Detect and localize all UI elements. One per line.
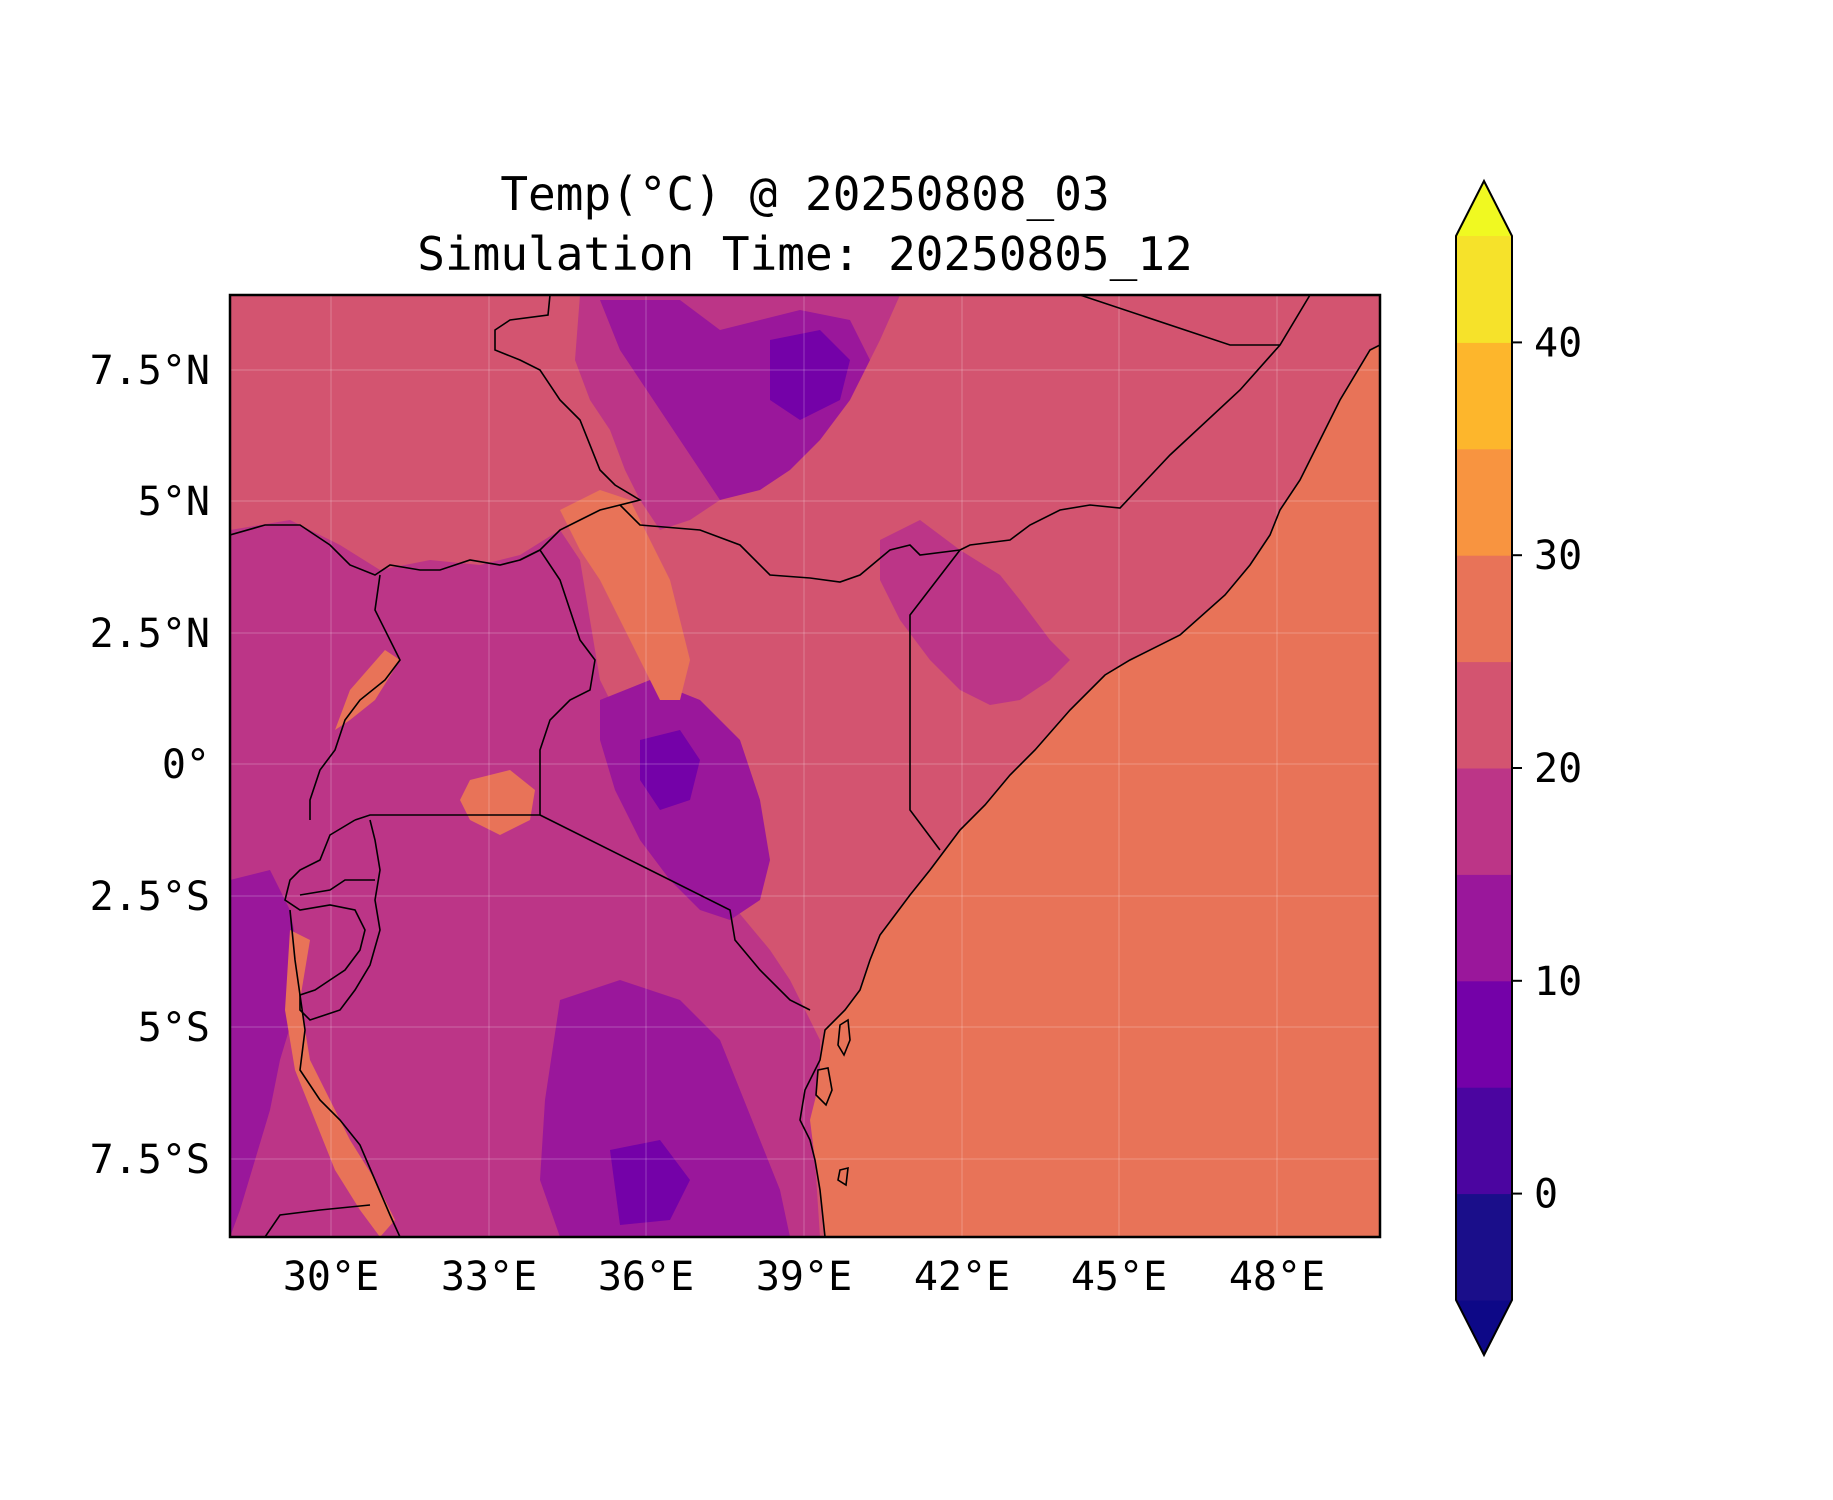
y-axis: 7.5°N 5°N 2.5°N 0° 2.5°S 5°S 7.5°S [90, 348, 210, 1183]
title-line-2: Simulation Time: 20250805_12 [417, 227, 1192, 281]
x-tick-label: 42°E [914, 1254, 1010, 1300]
x-tick-label: 30°E [283, 1254, 379, 1300]
map-frame [228, 293, 1382, 1239]
temp-zone-5-10-a [770, 330, 850, 420]
y-tick-label: 2.5°S [90, 874, 210, 920]
colorbar-tick-label: 20 [1534, 746, 1582, 792]
temp-zone-25-30-albert [335, 650, 400, 730]
zambia-border [264, 1204, 371, 1237]
colorbar-bin [1456, 342, 1512, 450]
colorbar-tick-label: 10 [1534, 959, 1582, 1005]
x-tick-label: 45°E [1071, 1254, 1167, 1300]
colorbar-bin [1456, 980, 1512, 1088]
djibouti-border [1079, 295, 1280, 346]
colorbar-outline [1455, 178, 1513, 1358]
temp-zone-10-15-tanzania [540, 980, 790, 1237]
x-axis: 30°E 33°E 36°E 39°E 42°E 45°E 48°E [283, 1254, 1325, 1300]
kenya-north-border [619, 504, 961, 583]
south-sudan-ethiopia-border [494, 295, 643, 561]
temp-zone-25-30-rift [285, 930, 395, 1237]
colorbar-bin [1456, 1193, 1512, 1301]
colorbar-bin [1456, 1087, 1512, 1195]
colorbar: 0 10 20 30 40 [1455, 178, 1582, 1358]
x-tick-label: 33°E [441, 1254, 537, 1300]
temp-zone-5-10-c [610, 1140, 690, 1225]
rwanda-burundi-border [284, 819, 381, 1021]
temp-zone-10-15-albertine [230, 870, 300, 1237]
mafia-island [837, 1166, 849, 1187]
y-tick-label: 0° [162, 742, 210, 788]
x-tick-label: 36°E [598, 1254, 694, 1300]
y-tick-label: 7.5°S [90, 1137, 210, 1183]
rwanda-line [299, 879, 375, 896]
zanzibar-island [815, 1067, 833, 1107]
x-tick-label: 48°E [1229, 1254, 1325, 1300]
colorbar-extend-over [1456, 181, 1512, 236]
temp-zone-25-30-turkana [560, 490, 690, 700]
colorbar-bin [1456, 236, 1512, 343]
pemba-island [837, 1018, 851, 1057]
colorbar-tick-label: 30 [1534, 533, 1582, 579]
colorbar-tick-label: 40 [1534, 320, 1582, 366]
temp-zone-25-30-victoria [460, 770, 535, 835]
kenya-tanzania-border [539, 814, 811, 1011]
colorbar-bin [1456, 874, 1512, 982]
colorbar-tick-label: 0 [1534, 1172, 1558, 1218]
colorbar-bin [1456, 661, 1512, 769]
temp-zone-15-20-east [880, 520, 1070, 705]
map-panel [230, 295, 1380, 1237]
somalia-ethiopia-border [959, 295, 1311, 551]
kenya-somalia-border [909, 549, 961, 851]
uganda-border [230, 524, 596, 815]
y-tick-label: 2.5°N [90, 611, 210, 657]
colorbar-bin [1456, 448, 1512, 556]
colorbar-extend-under [1456, 1300, 1512, 1355]
islands [815, 1018, 851, 1187]
colorbar-bin [1456, 555, 1512, 663]
temp-zone-5-10-b [640, 730, 700, 810]
lake-tanganyika-shore [289, 909, 401, 1237]
title-line-1: Temp(°C) @ 20250808_03 [500, 167, 1109, 221]
gridlines [230, 295, 1380, 1237]
coastline [799, 344, 1380, 1237]
lake-victoria-line [354, 814, 540, 821]
colorbar-bin [1456, 768, 1512, 875]
x-tick-label: 39°E [756, 1254, 852, 1300]
y-tick-label: 5°N [138, 479, 210, 525]
country-borders [230, 295, 1380, 1237]
y-tick-label: 7.5°N [90, 348, 210, 394]
y-tick-label: 5°S [138, 1005, 210, 1051]
uganda-drc-border [309, 574, 401, 820]
